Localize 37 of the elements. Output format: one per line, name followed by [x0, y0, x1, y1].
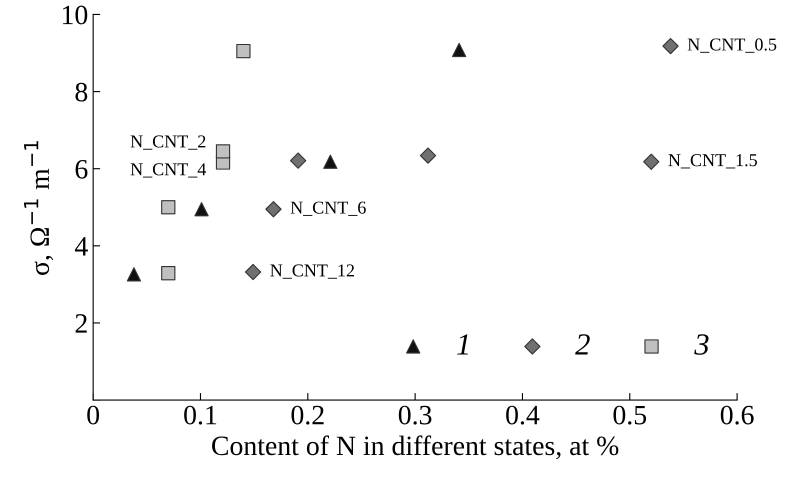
point — [662, 38, 679, 54]
y-tick-label: 2 — [76, 314, 87, 333]
x-tick-label: 0.2 — [292, 406, 324, 425]
annotation: N_CNT_0.5 — [688, 38, 776, 53]
y-axis-title: σ, Ω$^{−1}$ m$^{−1}$ — [24, 141, 54, 275]
point — [244, 264, 262, 280]
annotation: N_CNT_6 — [290, 202, 366, 216]
point — [643, 154, 660, 170]
annotation: N_CNT_4 — [130, 163, 206, 178]
y-tick-label: 6 — [76, 160, 88, 179]
point — [126, 267, 142, 282]
y-tick-label: 4 — [74, 237, 88, 256]
x-tick-label: 0.6 — [720, 406, 754, 425]
x-tick-label: 0.4 — [506, 406, 540, 425]
point — [161, 200, 176, 214]
annotation: N_CNT_2 — [130, 135, 206, 150]
point — [236, 44, 251, 58]
point — [265, 201, 282, 218]
annotation: N_CNT_1.5 — [668, 154, 757, 168]
point — [452, 42, 466, 58]
y-tick-label: 8 — [75, 82, 88, 102]
annotation: N_CNT_12 — [270, 264, 354, 279]
point — [420, 147, 436, 164]
y-tick-label: 10 — [62, 6, 88, 24]
x-axis-title: Content of N in different states, at % — [212, 435, 618, 460]
legend-label: 2 — [575, 334, 590, 354]
point — [290, 152, 306, 169]
point — [216, 144, 230, 158]
point — [161, 266, 176, 280]
legend-label: 1 — [457, 334, 468, 354]
x-tick-label: 0.3 — [398, 406, 432, 425]
x-tick-label: 0 — [87, 406, 100, 424]
x-tick-label: 0.1 — [184, 406, 216, 425]
legend-label: 3 — [694, 334, 709, 355]
point — [323, 154, 338, 169]
x-tick-label: 0.5 — [613, 406, 646, 425]
point — [194, 202, 209, 216]
